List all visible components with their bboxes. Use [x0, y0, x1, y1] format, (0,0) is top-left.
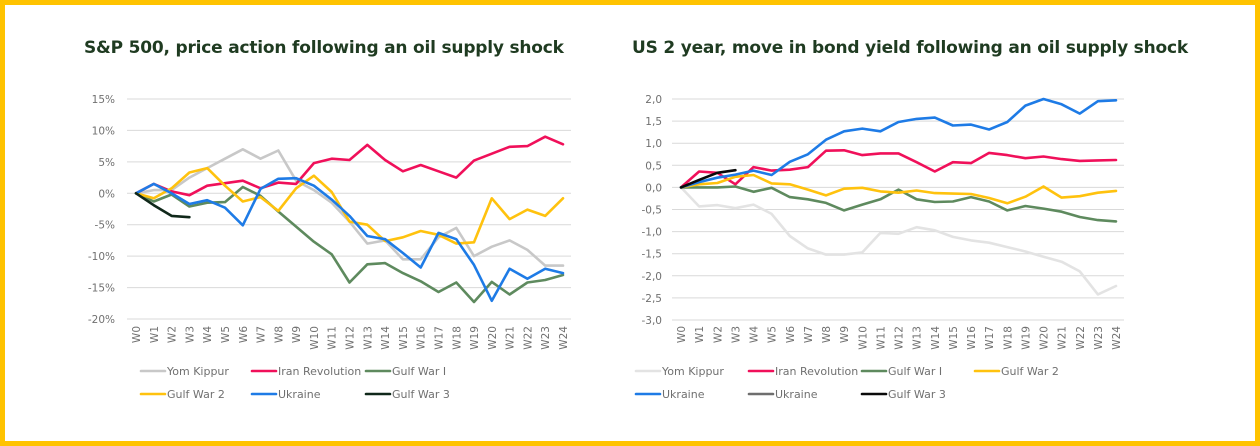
- y-tick-label: -3,0: [642, 315, 663, 327]
- x-tick-label: W20: [487, 326, 499, 350]
- legend-label: Gulf War 3: [888, 388, 946, 401]
- y-tick-label: -1,5: [642, 249, 663, 261]
- legend-label: Ukraine: [775, 388, 818, 401]
- x-tick-label: W22: [522, 326, 534, 350]
- x-tick-label: W14: [930, 326, 942, 350]
- x-tick-label: W15: [398, 326, 410, 350]
- x-tick-label: W11: [327, 326, 339, 350]
- y-tick-label: 2,0: [645, 94, 662, 106]
- x-tick-label: W15: [948, 326, 960, 350]
- y-tick-label: 0,0: [645, 182, 662, 194]
- y-tick-label: -2,0: [642, 271, 663, 283]
- x-tick-label: W5: [767, 326, 779, 343]
- legend-label: Gulf War 3: [392, 388, 450, 401]
- y-tick-label: 10%: [92, 125, 115, 137]
- x-tick-label: W14: [380, 326, 392, 350]
- x-tick-label: W24: [1111, 326, 1123, 350]
- x-tick-label: W11: [875, 326, 887, 350]
- series-line-gulf-war-2: [679, 173, 1118, 205]
- x-tick-label: W12: [894, 326, 906, 350]
- y-tick-label: -1,0: [642, 227, 663, 239]
- x-tick-label: W9: [291, 326, 303, 343]
- x-tick-label: W10: [857, 326, 869, 350]
- y-tick-label: 1,0: [645, 138, 662, 150]
- y-tick-label: -20%: [88, 314, 115, 326]
- series-line-ukraine: [134, 176, 565, 303]
- legend-label: Gulf War 2: [167, 388, 225, 401]
- legend-label: Gulf War 2: [1001, 365, 1059, 378]
- x-tick-label: W20: [1039, 326, 1051, 350]
- x-tick-label: W22: [1075, 326, 1087, 350]
- legend-label: Gulf War I: [392, 365, 446, 378]
- x-tick-label: W1: [694, 326, 706, 343]
- y-tick-label: -10%: [88, 251, 115, 263]
- x-tick-label: W3: [730, 326, 742, 343]
- y-tick-label: 5%: [98, 157, 115, 169]
- x-tick-label: W8: [273, 326, 285, 343]
- y-tick-label: -15%: [88, 283, 115, 295]
- y-tick-label: 1,5: [645, 116, 662, 128]
- legend-label: Ukraine: [278, 388, 321, 401]
- series-line-yom-kippur: [679, 186, 1118, 296]
- y-tick-label: 0%: [98, 188, 115, 200]
- x-tick-label: W13: [362, 326, 374, 350]
- x-tick-label: W1: [149, 326, 161, 343]
- x-tick-label: W23: [1093, 326, 1105, 350]
- y-tick-label: -0,5: [642, 205, 663, 217]
- x-tick-label: W7: [256, 326, 268, 343]
- x-tick-label: W10: [309, 326, 321, 350]
- legend-label: Iran Revolution: [775, 365, 858, 378]
- y-tick-label: -2,5: [642, 293, 663, 305]
- legend-label: Yom Kippur: [661, 365, 724, 378]
- series-line-gulf-war-2: [134, 166, 565, 245]
- x-tick-label: W17: [984, 326, 996, 350]
- x-tick-label: W16: [416, 326, 428, 350]
- legend-label: Yom Kippur: [166, 365, 229, 378]
- x-tick-label: W21: [505, 326, 517, 350]
- x-tick-label: W4: [202, 326, 214, 343]
- series-line-iran-revolution: [134, 135, 565, 197]
- series-line-iran-revolution: [679, 149, 1118, 189]
- x-tick-label: W21: [1057, 326, 1069, 350]
- right-chart-title: US 2 year, move in bond yield following …: [632, 38, 1188, 58]
- series-line-gulf-war-i: [134, 185, 565, 304]
- y-tick-label: -5%: [95, 220, 115, 232]
- x-tick-label: W8: [821, 326, 833, 343]
- x-tick-label: W18: [1002, 326, 1014, 350]
- x-tick-label: W17: [433, 326, 445, 350]
- y-tick-label: 0,5: [645, 160, 662, 172]
- x-tick-label: W23: [540, 326, 552, 350]
- x-tick-label: W9: [839, 326, 851, 343]
- y-tick-label: 15%: [92, 94, 115, 106]
- x-tick-label: W0: [131, 326, 143, 343]
- series-line-gulf-war-3: [134, 192, 191, 219]
- x-tick-label: W2: [712, 326, 724, 343]
- left-chart-title: S&P 500, price action following an oil s…: [84, 38, 564, 58]
- legend-label: Iran Revolution: [278, 365, 361, 378]
- legend-label: Gulf War I: [888, 365, 942, 378]
- x-tick-label: W0: [676, 326, 688, 343]
- legend-label: Ukraine: [662, 388, 705, 401]
- series-line-gulf-war-3: [679, 168, 737, 189]
- x-tick-label: W7: [803, 326, 815, 343]
- x-tick-label: W2: [167, 326, 179, 343]
- x-tick-label: W6: [785, 326, 797, 343]
- series-line-gulf-war-i: [679, 185, 1118, 223]
- x-tick-label: W18: [451, 326, 463, 350]
- x-tick-label: W3: [184, 326, 196, 343]
- x-tick-label: W16: [966, 326, 978, 350]
- x-tick-label: W12: [345, 326, 357, 350]
- x-tick-label: W19: [469, 326, 481, 350]
- x-tick-label: W5: [220, 326, 232, 343]
- x-tick-label: W4: [749, 326, 761, 343]
- series-line-ukraine: [679, 97, 1118, 189]
- x-tick-label: W24: [558, 326, 570, 350]
- x-tick-label: W6: [238, 326, 250, 343]
- x-tick-label: W13: [912, 326, 924, 350]
- x-tick-label: W19: [1020, 326, 1032, 350]
